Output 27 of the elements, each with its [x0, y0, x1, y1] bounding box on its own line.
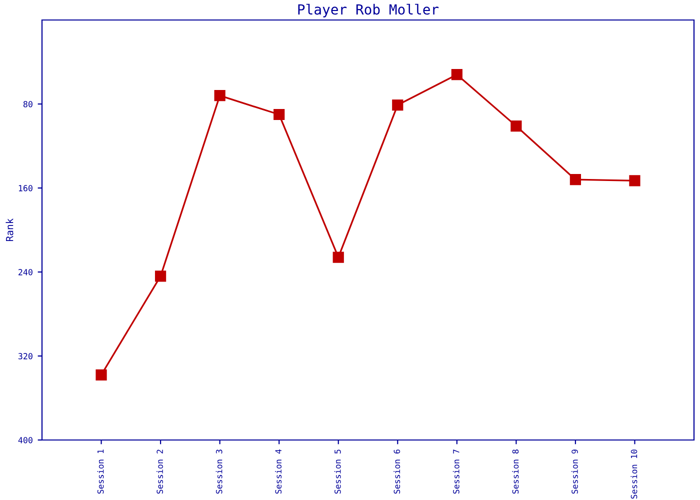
point	[510, 120, 522, 132]
point	[274, 108, 285, 120]
x-tick-label: Session 10	[630, 450, 638, 499]
point	[214, 90, 226, 102]
y-tick-label: 320	[18, 353, 32, 360]
x-tick-label: Session 2	[156, 450, 163, 494]
x-tick-label: Session 4	[275, 449, 282, 494]
y-tick-label: 160	[18, 185, 32, 192]
point	[332, 252, 344, 263]
point	[392, 99, 404, 111]
y-tick-label: 80	[23, 101, 32, 108]
x-tick-label: Session 9	[571, 450, 578, 494]
point	[629, 175, 640, 186]
point	[570, 174, 582, 186]
y-tick-label: 240	[18, 269, 32, 276]
point	[451, 69, 462, 80]
point	[96, 369, 107, 380]
x-tick-label: Session 1	[97, 450, 104, 494]
x-tick-label: Session 5	[334, 450, 341, 494]
x-tick-label: Session 6	[394, 450, 400, 494]
x-tick-label: Session 8	[512, 450, 519, 494]
y-axis-title: Rank	[6, 218, 14, 242]
x-tick-label: Session 7	[452, 450, 460, 494]
chart-title: Player Rob Moller	[298, 4, 439, 18]
x-tick-label: Session 3	[216, 450, 222, 494]
y-tick-label: 400	[18, 437, 32, 444]
point	[154, 270, 166, 282]
